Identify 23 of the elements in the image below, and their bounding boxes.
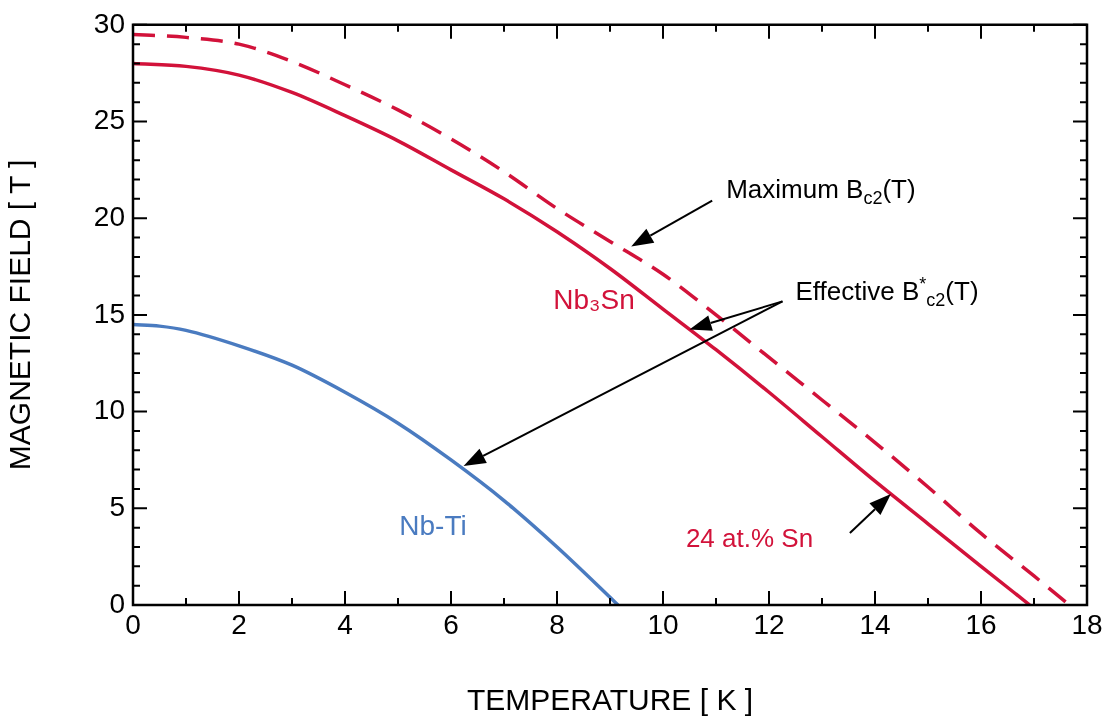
annotation: Maximum B$_{c2}$(T)	[726, 174, 916, 209]
x-tick-label: 6	[443, 608, 459, 640]
y-tick-label: 0	[109, 587, 125, 619]
y-tick-label: 20	[93, 200, 125, 232]
x-tick-label: 18	[1071, 608, 1103, 640]
x-axis-title: TEMPERATURE [ K ]	[466, 683, 754, 717]
series-label: Nb₃Sn	[553, 284, 635, 316]
y-tick-label: 10	[93, 394, 125, 426]
y-tick-label: 5	[109, 491, 125, 523]
x-tick-label: 14	[859, 608, 891, 640]
x-tick-label: 16	[965, 608, 997, 640]
y-tick-label: 25	[93, 104, 125, 136]
y-tick-label: 15	[93, 297, 125, 329]
y-tick-label: 30	[93, 7, 125, 39]
series-label: Nb-Ti	[399, 509, 467, 541]
x-tick-label: 12	[753, 608, 785, 640]
annotation: Effective B$^{*}$$_{c2}$(T)	[795, 274, 979, 311]
x-tick-label: 8	[549, 608, 565, 640]
x-tick-label: 10	[647, 608, 679, 640]
annotation: 24 at.% Sn	[685, 522, 814, 553]
x-tick-label: 4	[337, 608, 353, 640]
y-axis-title: MAGNETIC FIELD [ T ]	[3, 159, 37, 471]
x-tick-label: 2	[231, 608, 247, 640]
